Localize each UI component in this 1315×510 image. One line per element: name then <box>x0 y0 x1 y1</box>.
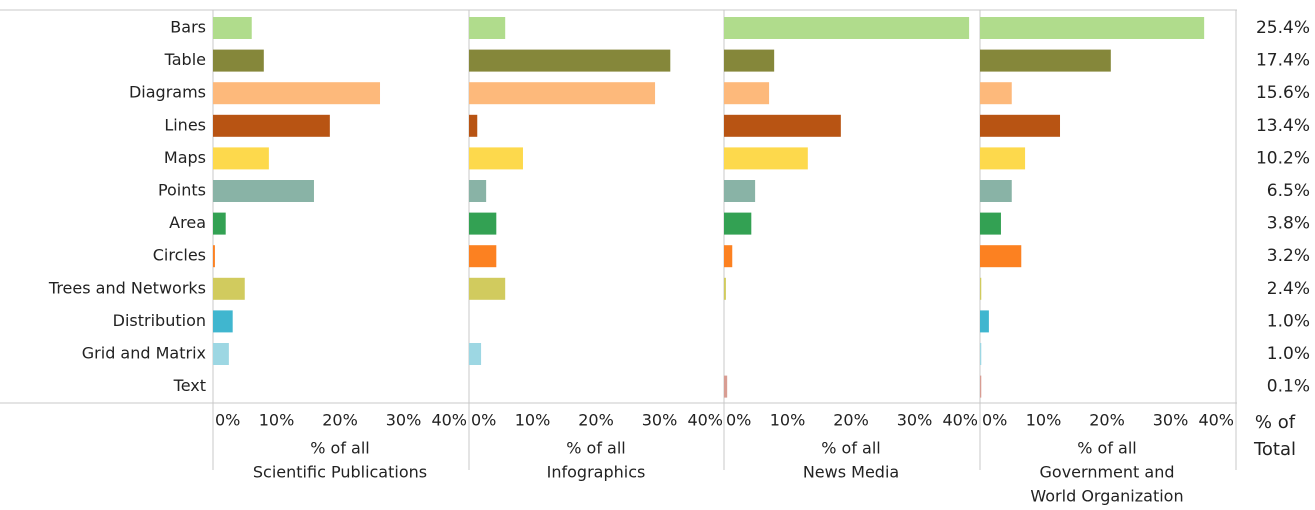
bar <box>213 180 314 202</box>
bar <box>469 114 478 137</box>
total-label: 17.4% <box>1256 51 1310 71</box>
x-axis-label: World Organization <box>1030 487 1183 506</box>
category-label: Diagrams <box>129 83 206 102</box>
total-label: 3.8% <box>1267 214 1310 234</box>
bar <box>469 212 497 235</box>
bar <box>980 49 1111 72</box>
x-tick-label: 10% <box>515 411 551 430</box>
bar <box>980 245 1022 268</box>
bar <box>724 277 726 300</box>
bar <box>213 310 233 333</box>
bar <box>213 147 269 170</box>
x-tick-label: 0% <box>471 411 496 430</box>
bar <box>213 212 226 235</box>
bar <box>980 147 1026 170</box>
total-label: 1.0% <box>1267 344 1310 364</box>
category-label: Table <box>164 50 206 69</box>
category-label: Grid and Matrix <box>82 344 206 363</box>
total-header: % of <box>1255 412 1296 433</box>
bar <box>980 310 989 333</box>
x-tick-label: 10% <box>259 411 295 430</box>
x-tick-label: 20% <box>833 411 869 430</box>
x-tick-label: 0% <box>982 411 1007 430</box>
total-label: 1.0% <box>1267 311 1310 331</box>
category-label: Lines <box>164 115 206 134</box>
bar <box>724 82 770 105</box>
bar <box>724 245 733 268</box>
bar <box>724 180 756 202</box>
bar <box>724 17 970 39</box>
bar <box>469 147 523 170</box>
x-axis-label: Government and <box>1040 463 1175 482</box>
x-tick-label: 20% <box>578 411 614 430</box>
bar <box>980 277 982 300</box>
x-tick-label: 40% <box>1198 411 1234 430</box>
bar <box>469 17 506 39</box>
bar <box>980 82 1012 105</box>
bar <box>980 212 1001 235</box>
total-label: 13.4% <box>1256 116 1310 136</box>
x-tick-label: 40% <box>687 411 723 430</box>
category-label: Area <box>169 213 206 232</box>
bar <box>724 375 728 398</box>
total-label: 25.4% <box>1256 18 1310 38</box>
total-label: 3.2% <box>1267 246 1310 266</box>
bar <box>469 49 671 72</box>
x-tick-label: 30% <box>897 411 933 430</box>
x-tick-label: 10% <box>1026 411 1062 430</box>
bar <box>980 114 1061 137</box>
total-label: 15.6% <box>1256 83 1310 103</box>
category-label: Maps <box>164 148 206 167</box>
x-tick-label: 30% <box>386 411 422 430</box>
category-label: Bars <box>170 18 206 37</box>
bar <box>469 277 506 300</box>
x-tick-label: 10% <box>770 411 806 430</box>
x-tick-label: 30% <box>642 411 678 430</box>
x-tick-label: 40% <box>942 411 978 430</box>
category-label: Distribution <box>113 311 206 330</box>
bar <box>980 343 982 365</box>
x-axis-label: % of all <box>821 439 881 458</box>
category-label: Circles <box>153 246 206 265</box>
category-label: Points <box>158 181 206 200</box>
category-label: Text <box>173 376 206 395</box>
x-tick-label: 20% <box>322 411 358 430</box>
x-axis-label: Scientific Publications <box>253 463 427 482</box>
bar <box>724 212 752 235</box>
x-axis-label: Infographics <box>547 463 646 482</box>
total-label: 2.4% <box>1267 279 1310 299</box>
bar <box>213 114 330 137</box>
bar <box>213 343 229 365</box>
bar <box>980 17 1205 39</box>
bar <box>724 114 841 137</box>
x-axis-label: % of all <box>566 439 626 458</box>
bar <box>980 375 982 398</box>
bar <box>724 49 775 72</box>
x-tick-label: 0% <box>215 411 240 430</box>
bar <box>469 245 497 268</box>
x-axis-label: % of all <box>310 439 370 458</box>
x-tick-label: 20% <box>1089 411 1125 430</box>
total-label: 6.5% <box>1267 181 1310 201</box>
bar <box>213 277 245 300</box>
x-axis-label: % of all <box>1077 439 1137 458</box>
bar <box>469 180 487 202</box>
bar <box>469 343 482 365</box>
total-header: Total <box>1253 439 1296 460</box>
bar <box>213 49 264 72</box>
bar <box>980 180 1012 202</box>
bar <box>213 245 215 268</box>
x-axis-label: News Media <box>803 463 899 482</box>
bar <box>724 147 808 170</box>
x-tick-label: 40% <box>431 411 467 430</box>
bar <box>469 82 656 105</box>
x-tick-label: 30% <box>1153 411 1189 430</box>
bar <box>213 17 252 39</box>
total-label: 10.2% <box>1256 148 1310 168</box>
total-label: 0.1% <box>1267 377 1310 397</box>
bar <box>213 82 381 105</box>
x-tick-label: 0% <box>726 411 751 430</box>
category-label: Trees and Networks <box>48 278 206 297</box>
